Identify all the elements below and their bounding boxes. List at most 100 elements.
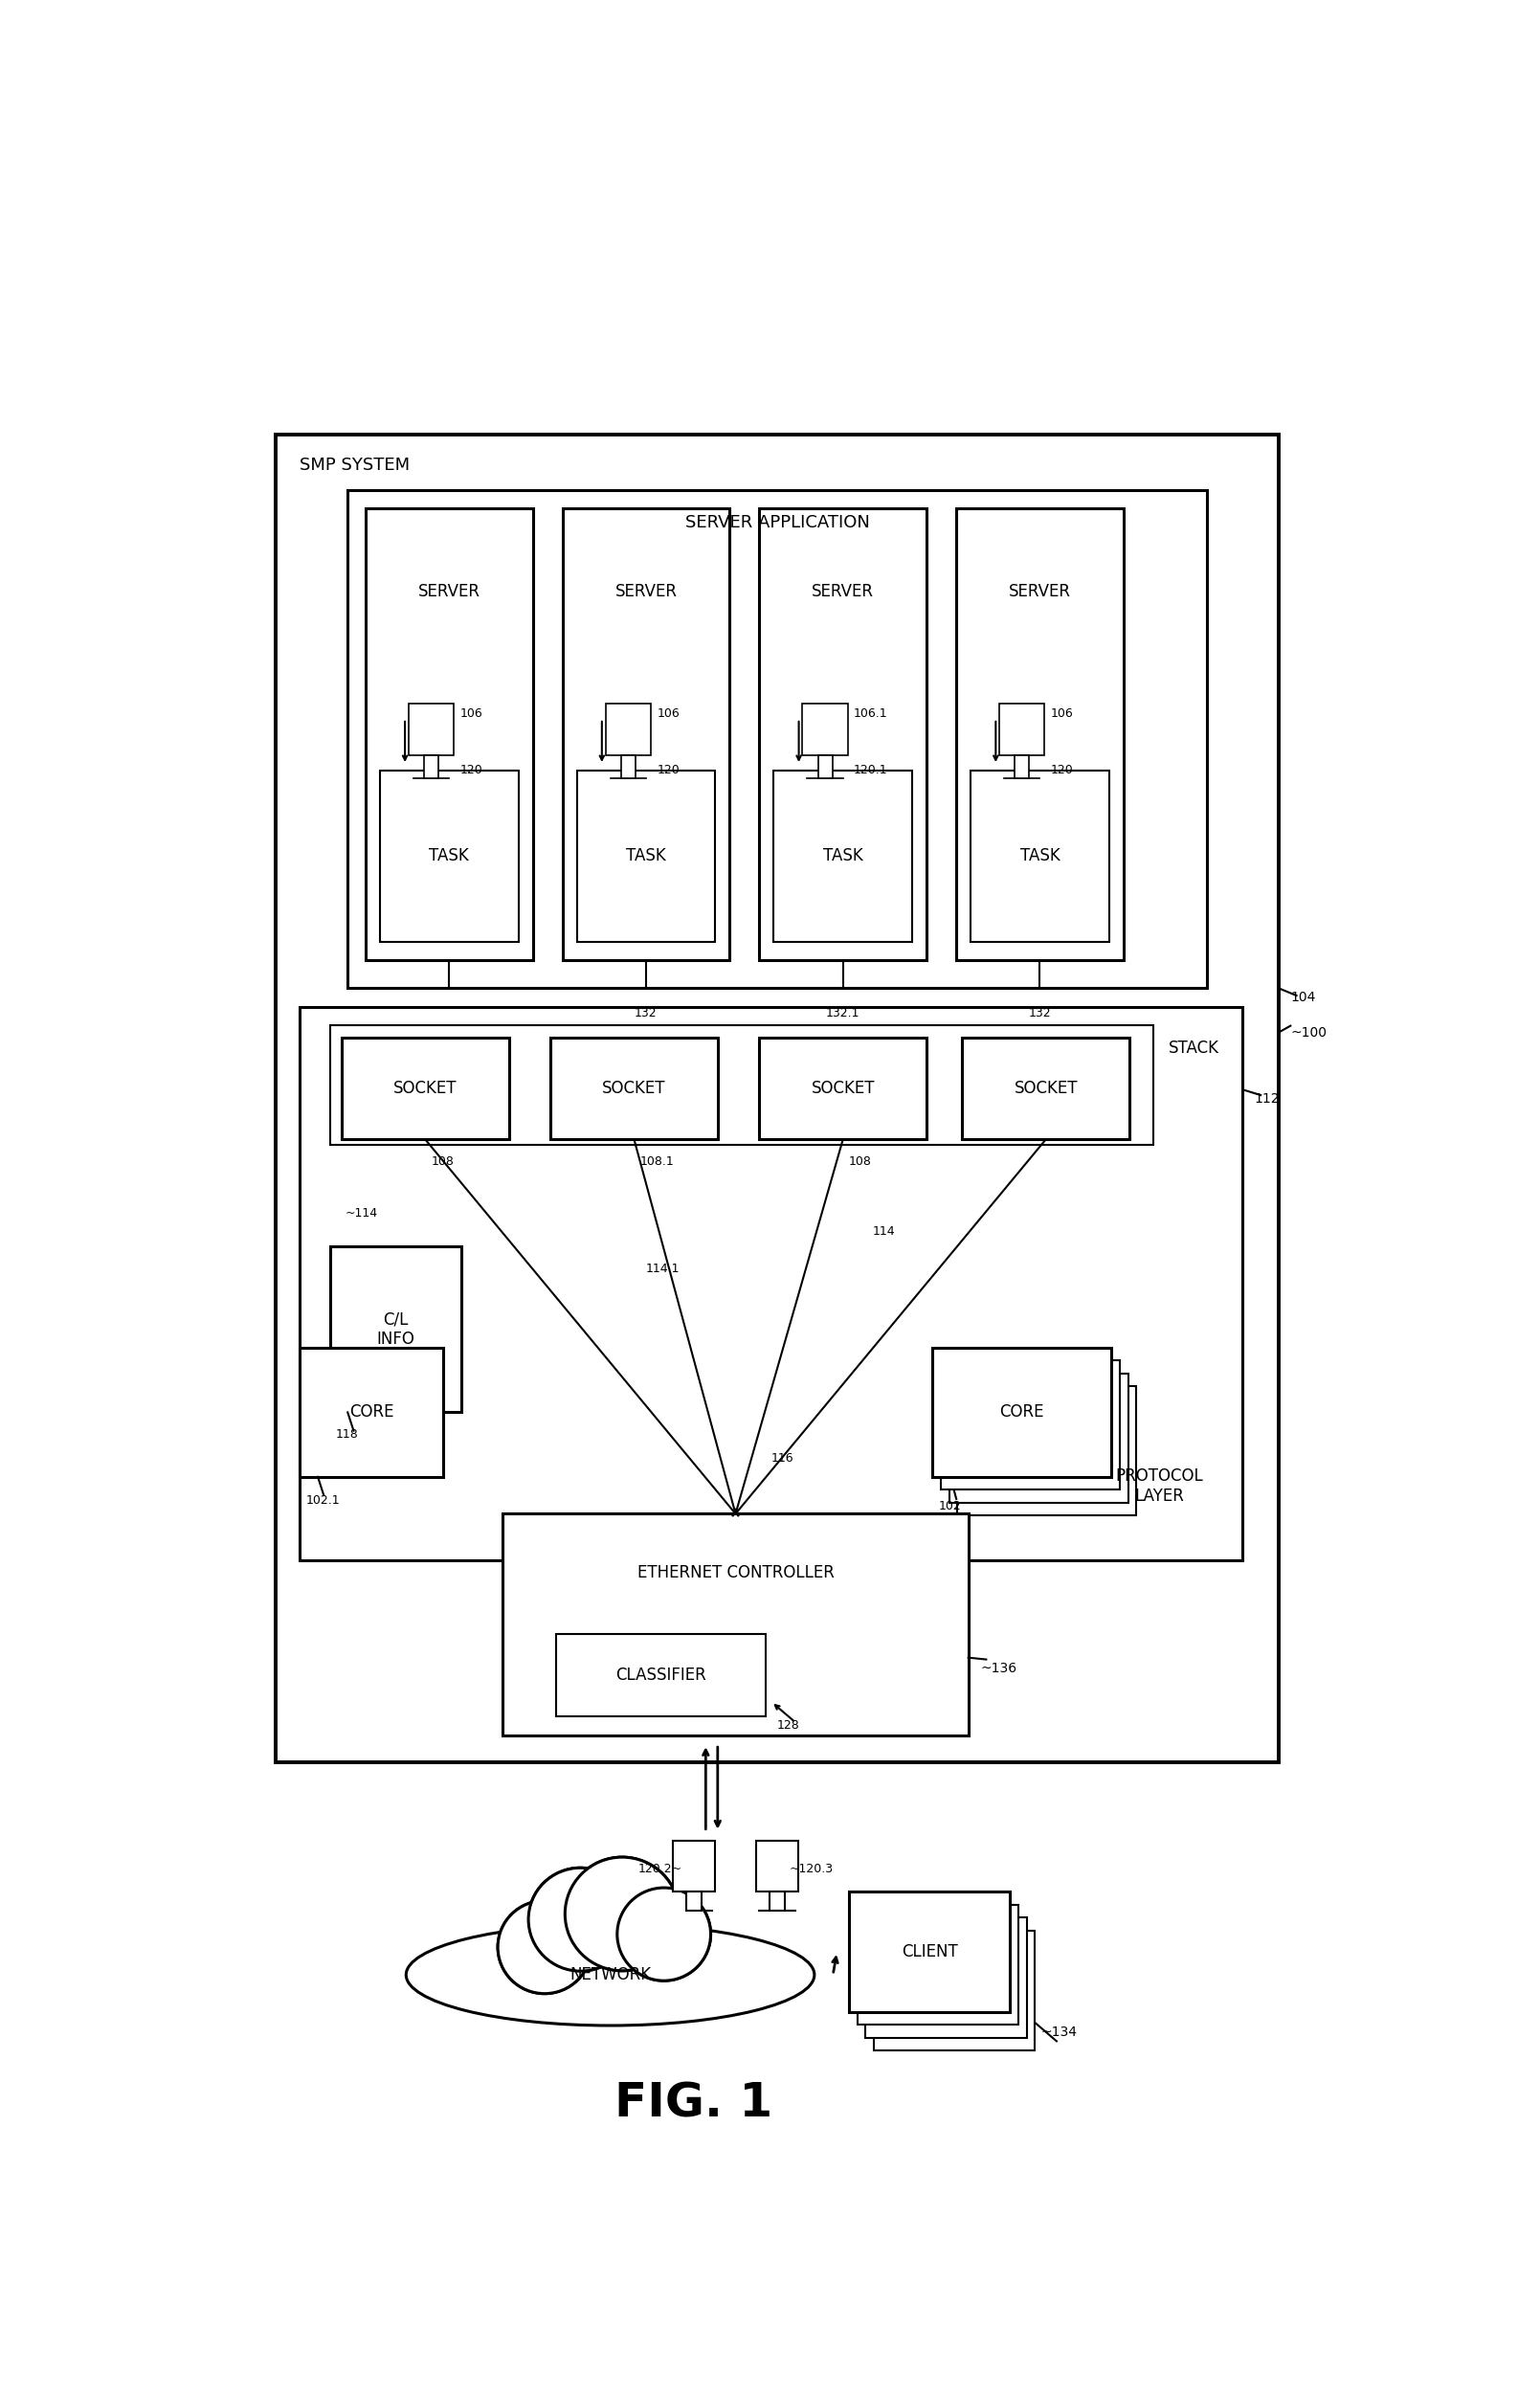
Bar (300, 1006, 1243, 1559)
Ellipse shape (497, 1902, 591, 1993)
Text: 120.1: 120.1 (853, 764, 887, 776)
Text: ~100: ~100 (1291, 1025, 1327, 1039)
Text: SERVER: SERVER (1009, 582, 1070, 601)
Text: 132.1: 132.1 (825, 1006, 859, 1018)
Text: TASK: TASK (1019, 848, 1060, 865)
Text: 106: 106 (460, 707, 482, 718)
Bar (348, 491, 1207, 989)
Text: CORE: CORE (999, 1403, 1044, 1420)
Bar (276, 436, 1278, 1763)
Bar (958, 1387, 1137, 1516)
Text: 114.1: 114.1 (647, 1262, 681, 1274)
Text: NETWORK: NETWORK (570, 1966, 651, 1983)
Bar (773, 771, 912, 941)
Bar (673, 1842, 715, 1892)
Ellipse shape (565, 1856, 679, 1971)
Text: 106: 106 (656, 707, 679, 718)
Text: 120: 120 (1050, 764, 1073, 776)
Bar (818, 757, 832, 778)
Text: ~134: ~134 (1041, 2026, 1078, 2038)
Bar (962, 1037, 1129, 1140)
Ellipse shape (497, 1902, 591, 1993)
Bar (621, 757, 636, 778)
Bar (1015, 757, 1029, 778)
Text: CLASSIFIER: CLASSIFIER (616, 1667, 707, 1684)
Text: ~136: ~136 (981, 1662, 1016, 1676)
Bar (502, 1514, 969, 1734)
Bar (556, 1633, 765, 1717)
Bar (300, 1348, 444, 1478)
Text: 120: 120 (460, 764, 482, 776)
Bar (330, 1245, 460, 1413)
Bar (578, 771, 715, 941)
Bar (949, 1375, 1129, 1502)
Bar (999, 704, 1044, 757)
Text: FIG. 1: FIG. 1 (614, 2081, 773, 2127)
Bar (342, 1037, 508, 1140)
Text: SOCKET: SOCKET (602, 1080, 665, 1097)
Text: 112: 112 (1255, 1092, 1280, 1106)
Text: SOCKET: SOCKET (393, 1080, 457, 1097)
Bar (941, 1360, 1120, 1490)
Ellipse shape (528, 1868, 633, 1971)
Text: SERVER: SERVER (417, 582, 480, 601)
Bar (605, 704, 651, 757)
Text: 108: 108 (849, 1154, 872, 1169)
Text: 108: 108 (431, 1154, 454, 1169)
Text: SERVER APPLICATION: SERVER APPLICATION (685, 515, 870, 532)
Bar (970, 771, 1109, 941)
Text: C/L
INFO: C/L INFO (376, 1310, 414, 1348)
Text: ~114: ~114 (345, 1207, 377, 1219)
Bar (551, 1037, 718, 1140)
Text: 116: 116 (772, 1451, 795, 1466)
Bar (770, 1892, 785, 1911)
Bar (562, 508, 730, 960)
Text: TASK: TASK (627, 848, 665, 865)
Text: SOCKET: SOCKET (1013, 1080, 1078, 1097)
Text: ~120.3: ~120.3 (788, 1863, 833, 1875)
Bar (365, 508, 533, 960)
Text: SMP SYSTEM: SMP SYSTEM (300, 457, 410, 474)
Text: 132: 132 (634, 1006, 658, 1018)
Text: SERVER: SERVER (614, 582, 678, 601)
Text: 108.1: 108.1 (641, 1154, 675, 1169)
Text: 104: 104 (1291, 992, 1315, 1004)
Bar (933, 1348, 1112, 1478)
Text: 120.2~: 120.2~ (638, 1863, 682, 1875)
Ellipse shape (618, 1887, 710, 1981)
Bar (380, 771, 519, 941)
Bar (849, 1892, 1010, 2012)
Bar (424, 757, 439, 778)
Bar (875, 1930, 1035, 2050)
Text: SERVER: SERVER (812, 582, 875, 601)
Text: STACK: STACK (1169, 1039, 1220, 1056)
Bar (865, 1918, 1027, 2038)
Bar (330, 1025, 1153, 1145)
Text: SOCKET: SOCKET (812, 1080, 875, 1097)
Text: PROTOCOL
LAYER: PROTOCOL LAYER (1115, 1468, 1203, 1504)
Bar (858, 1904, 1018, 2024)
Bar (408, 704, 454, 757)
Text: 106: 106 (1050, 707, 1073, 718)
Text: TASK: TASK (822, 848, 862, 865)
Text: 128: 128 (778, 1720, 801, 1732)
Text: 114: 114 (873, 1226, 895, 1238)
Bar (759, 1037, 927, 1140)
Text: TASK: TASK (430, 848, 470, 865)
Text: 118: 118 (336, 1427, 359, 1442)
Text: 102: 102 (938, 1499, 961, 1514)
Bar (687, 1892, 701, 1911)
Text: CLIENT: CLIENT (901, 1942, 958, 1962)
Text: 106.1: 106.1 (853, 707, 887, 718)
Bar (756, 1842, 798, 1892)
Ellipse shape (528, 1868, 633, 1971)
Ellipse shape (407, 1923, 815, 2026)
Text: 132: 132 (1029, 1006, 1052, 1018)
Bar (956, 508, 1124, 960)
Text: 120: 120 (656, 764, 679, 776)
Text: CORE: CORE (350, 1403, 394, 1420)
Bar (802, 704, 847, 757)
Bar (759, 508, 927, 960)
Ellipse shape (565, 1856, 679, 1971)
Ellipse shape (618, 1887, 710, 1981)
